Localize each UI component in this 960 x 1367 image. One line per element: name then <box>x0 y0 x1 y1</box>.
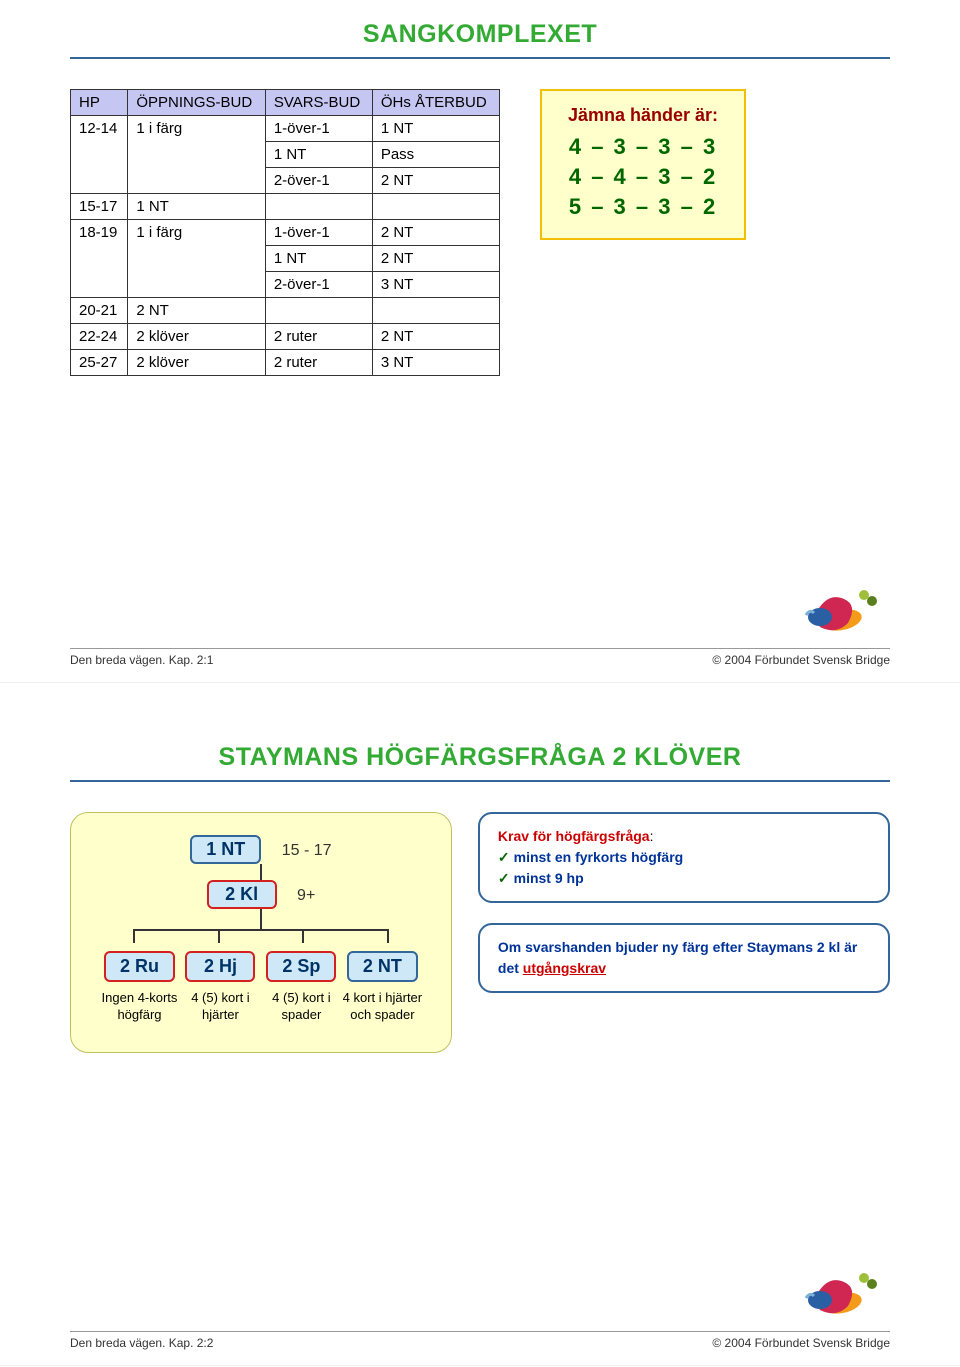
cell-open: 1 NT <box>128 194 266 220</box>
connector-v <box>260 909 262 929</box>
even-hands-line: 4 – 3 – 3 – 3 <box>568 134 718 160</box>
footer-left: Den breda vägen. Kap. 2:2 <box>70 1336 213 1350</box>
table-row: 22-24 2 klöver 2 ruter 2 NT <box>71 324 500 350</box>
cell-resp: 1-över-1 <box>265 220 372 246</box>
node-2nt: 2 NT <box>347 951 418 982</box>
cell-open: 2 NT <box>128 298 266 324</box>
annot-1nt: 15 - 17 <box>282 842 332 860</box>
th-hp: HP <box>71 90 128 116</box>
leaves-row: 2 Ru Ingen 4-korts högfärg 2 Hj 4 (5) ko… <box>99 951 423 1024</box>
even-hands-title: Jämna händer är: <box>568 105 718 126</box>
desc-2sp: 4 (5) kort i spader <box>272 990 331 1022</box>
cell-hp: 18-19 <box>71 220 128 298</box>
leaf-2ru: 2 Ru Ingen 4-korts högfärg <box>99 951 180 1024</box>
connector-vs <box>133 931 389 943</box>
node-2hj: 2 Hj <box>185 951 255 982</box>
cell-rebid: 1 NT <box>372 116 499 142</box>
cell-resp: 2-över-1 <box>265 168 372 194</box>
desc-2ru: Ingen 4-korts högfärg <box>102 990 178 1022</box>
leaf-2nt: 2 NT 4 kort i hjärter och spader <box>342 951 423 1024</box>
th-resp: SVARS-BUD <box>265 90 372 116</box>
cell-open: 2 klöver <box>128 324 266 350</box>
cell-rebid: 2 NT <box>372 246 499 272</box>
req-title: Krav för högfärgsfråga <box>498 828 650 844</box>
bridge-logo-icon <box>794 577 880 642</box>
note-box: Om svarshanden bjuder ny färg efter Stay… <box>478 923 890 993</box>
cell-resp: 2 ruter <box>265 324 372 350</box>
table-row: 12-14 1 i färg 1-över-1 1 NT <box>71 116 500 142</box>
desc-2hj: 4 (5) kort i hjärter <box>191 990 250 1022</box>
table-row: 15-17 1 NT <box>71 194 500 220</box>
cell-open: 1 i färg <box>128 116 266 194</box>
cell-resp <box>265 194 372 220</box>
footer-right: © 2004 Förbundet Svensk Bridge <box>712 653 890 667</box>
slide-stayman: STAYMANS HÖGFÄRGSFRÅGA 2 KLÖVER 1 NT 15 … <box>0 683 960 1366</box>
cell-resp: 2-över-1 <box>265 272 372 298</box>
cell-rebid: 2 NT <box>372 168 499 194</box>
cell-hp: 12-14 <box>71 116 128 194</box>
footer-right: © 2004 Förbundet Svensk Bridge <box>712 1336 890 1350</box>
req-item: minst en fyrkorts högfärg <box>514 849 684 865</box>
table-row: 20-21 2 NT <box>71 298 500 324</box>
connector-v <box>260 864 262 880</box>
even-hands-line: 4 – 4 – 3 – 2 <box>568 164 718 190</box>
cell-hp: 20-21 <box>71 298 128 324</box>
requirements-box: Krav för högfärgsfråga: ✓minst en fyrkor… <box>478 812 890 903</box>
content-2: 1 NT 15 - 17 2 Kl 9+ 2 Ru Ingen 4-korts … <box>70 812 890 1053</box>
footer-left: Den breda vägen. Kap. 2:1 <box>70 653 213 667</box>
cell-resp: 2 ruter <box>265 350 372 376</box>
cell-rebid: 2 NT <box>372 220 499 246</box>
check-icon: ✓ <box>498 870 510 886</box>
title-1: SANGKOMPLEXET <box>70 20 890 49</box>
cell-hp: 25-27 <box>71 350 128 376</box>
slide-sangkomplexet: SANGKOMPLEXET HP ÖPPNINGS-BUD SVARS-BUD … <box>0 0 960 683</box>
table-row: 18-19 1 i färg 1-över-1 2 NT <box>71 220 500 246</box>
cell-hp: 22-24 <box>71 324 128 350</box>
cell-resp <box>265 298 372 324</box>
cell-resp: 1 NT <box>265 246 372 272</box>
footer-2: Den breda vägen. Kap. 2:2 © 2004 Förbund… <box>70 1331 890 1350</box>
leaf-2hj: 2 Hj 4 (5) kort i hjärter <box>180 951 261 1024</box>
cell-rebid: 2 NT <box>372 324 499 350</box>
right-boxes: Krav för högfärgsfråga: ✓minst en fyrkor… <box>478 812 890 993</box>
leaf-2sp: 2 Sp 4 (5) kort i spader <box>261 951 342 1024</box>
req-item: minst 9 hp <box>514 870 584 886</box>
even-hands-box: Jämna händer är: 4 – 3 – 3 – 3 4 – 4 – 3… <box>540 89 746 240</box>
table-col: HP ÖPPNINGS-BUD SVARS-BUD ÖHs ÅTERBUD 12… <box>70 89 500 376</box>
cell-open: 2 klöver <box>128 350 266 376</box>
title-2: STAYMANS HÖGFÄRGSFRÅGA 2 KLÖVER <box>70 743 890 772</box>
cell-open: 1 i färg <box>128 220 266 298</box>
th-open: ÖPPNINGS-BUD <box>128 90 266 116</box>
cell-hp: 15-17 <box>71 194 128 220</box>
node-2sp: 2 Sp <box>266 951 336 982</box>
cell-resp: 1-över-1 <box>265 116 372 142</box>
content-1: HP ÖPPNINGS-BUD SVARS-BUD ÖHs ÅTERBUD 12… <box>70 89 890 376</box>
cell-rebid <box>372 194 499 220</box>
cell-rebid <box>372 298 499 324</box>
node-2kl: 2 Kl <box>207 880 277 909</box>
check-icon: ✓ <box>498 849 510 865</box>
bridge-logo-icon <box>794 1260 880 1325</box>
note-keyword: utgångskrav <box>523 960 606 976</box>
th-rebid: ÖHs ÅTERBUD <box>372 90 499 116</box>
even-hands-line: 5 – 3 – 3 – 2 <box>568 194 718 220</box>
cell-rebid: 3 NT <box>372 350 499 376</box>
title-rule-1 <box>70 57 890 59</box>
table-header-row: HP ÖPPNINGS-BUD SVARS-BUD ÖHs ÅTERBUD <box>71 90 500 116</box>
node-1nt: 1 NT <box>190 835 261 864</box>
root-row: 1 NT 15 - 17 <box>99 835 423 864</box>
node-2ru: 2 Ru <box>104 951 175 982</box>
table-row: 25-27 2 klöver 2 ruter 3 NT <box>71 350 500 376</box>
desc-2nt: 4 kort i hjärter och spader <box>343 990 422 1022</box>
bidding-table: HP ÖPPNINGS-BUD SVARS-BUD ÖHs ÅTERBUD 12… <box>70 89 500 376</box>
child-row: 2 Kl 9+ <box>99 880 423 909</box>
stayman-diagram: 1 NT 15 - 17 2 Kl 9+ 2 Ru Ingen 4-korts … <box>70 812 452 1053</box>
cell-resp: 1 NT <box>265 142 372 168</box>
info-col: Jämna händer är: 4 – 3 – 3 – 3 4 – 4 – 3… <box>540 89 890 376</box>
cell-rebid: Pass <box>372 142 499 168</box>
title-rule-2 <box>70 780 890 782</box>
footer-1: Den breda vägen. Kap. 2:1 © 2004 Förbund… <box>70 648 890 667</box>
cell-rebid: 3 NT <box>372 272 499 298</box>
annot-2kl: 9+ <box>297 887 315 905</box>
